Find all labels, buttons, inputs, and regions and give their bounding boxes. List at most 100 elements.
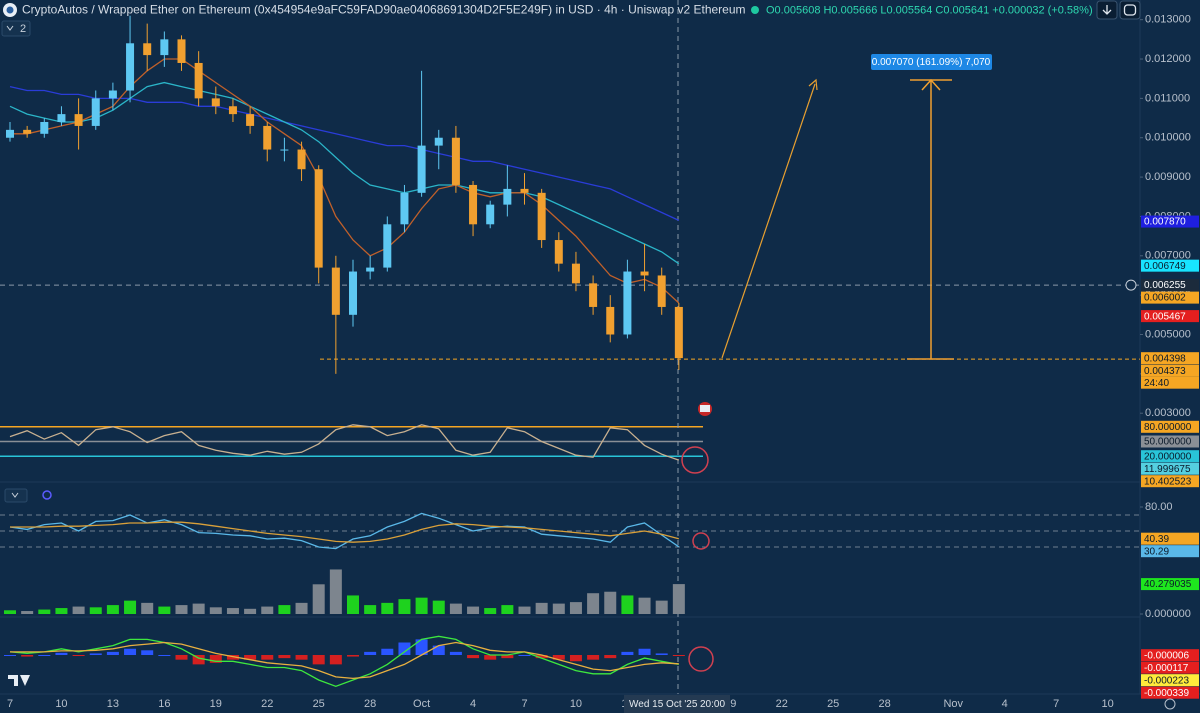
price-badge xyxy=(1141,259,1199,272)
macd-histogram-bar xyxy=(4,655,16,656)
candle-body xyxy=(503,188,512,205)
candle-body xyxy=(194,62,203,99)
volume-bar xyxy=(432,600,445,614)
candle-body xyxy=(91,98,100,126)
x-tick-label: Nov xyxy=(943,698,963,710)
candle-body xyxy=(177,39,186,63)
y-tick-label: 0.000000 xyxy=(1145,608,1191,620)
macd-histogram-bar xyxy=(535,655,548,659)
volume-bar xyxy=(72,606,85,614)
macd-histogram-bar xyxy=(347,655,359,657)
x-tick-label: 10 xyxy=(55,698,67,710)
macd-histogram-bar xyxy=(141,650,154,655)
x-tick-label: 28 xyxy=(364,698,376,710)
y-tick-label: 0.013000 xyxy=(1145,14,1191,26)
x-tick-label: 22 xyxy=(261,698,273,710)
price-badge xyxy=(1141,686,1199,699)
x-tick-label: 22 xyxy=(776,698,788,710)
countdown-badge xyxy=(1141,376,1199,389)
indicators-toggle[interactable] xyxy=(1,20,31,37)
candle-body xyxy=(451,137,460,185)
status-dot xyxy=(751,6,759,14)
pane-settings-icon[interactable] xyxy=(42,490,52,500)
price-badge xyxy=(1141,649,1199,662)
macd-histogram-bar xyxy=(278,655,291,659)
macd-histogram-bar xyxy=(604,655,617,659)
symbol-title: CryptoAutos / Wrapped Ether on Ethereum … xyxy=(22,3,746,17)
macd-histogram-bar xyxy=(672,655,685,656)
candle-body xyxy=(211,98,220,107)
macd-histogram-bar xyxy=(621,651,634,655)
candle-body xyxy=(40,121,49,134)
price-badge xyxy=(1141,215,1199,228)
price-badge-label: 30.29 xyxy=(1144,546,1169,557)
volume-bar xyxy=(38,609,51,614)
macd-histogram-bar xyxy=(21,655,34,657)
candle-body xyxy=(554,240,563,264)
macd-histogram-bar xyxy=(449,651,462,655)
candle-body xyxy=(349,271,357,315)
macd-histogram-bar xyxy=(415,639,428,655)
indicator-line xyxy=(10,58,680,304)
macd-histogram-bar xyxy=(329,655,342,665)
candle-body xyxy=(520,188,529,193)
price-badge-label: 0.006002 xyxy=(1144,293,1186,304)
price-badge xyxy=(1141,352,1199,365)
volume-bar xyxy=(449,603,462,614)
macd-histogram-bar xyxy=(655,653,668,655)
symbol-icon-inner xyxy=(6,6,14,14)
candle-body xyxy=(74,114,83,126)
x-tick-label: Oct xyxy=(413,698,430,710)
price-badge xyxy=(1141,420,1199,433)
price-badge-label: 0.004373 xyxy=(1144,366,1186,377)
macd-histogram-bar xyxy=(587,655,600,660)
indicator-line xyxy=(10,641,679,680)
price-badge-label: 0.007870 xyxy=(1144,217,1186,228)
signal-circle xyxy=(692,532,710,550)
x-tick-label: 16 xyxy=(158,698,170,710)
x-tick-label: 10 xyxy=(570,698,582,710)
price-badge xyxy=(1141,578,1199,591)
candle-body xyxy=(280,149,289,151)
x-tick-label: 7 xyxy=(1053,698,1059,710)
indicator-count: 2 xyxy=(20,23,26,35)
candle-body xyxy=(108,90,117,99)
indicator-line xyxy=(9,424,680,461)
candle-body xyxy=(331,267,340,315)
macd-histogram-bar xyxy=(432,645,445,655)
candle-body xyxy=(228,106,237,115)
price-badge-label: 0.006255 xyxy=(1144,280,1186,291)
volume-bar xyxy=(535,602,548,614)
volume-bar xyxy=(226,608,239,614)
volume-bar xyxy=(672,584,685,614)
volume-bar xyxy=(295,602,308,614)
price-badge-label: 80.000000 xyxy=(1144,422,1192,433)
macd-histogram-bar xyxy=(467,655,480,659)
refresh-button[interactable] xyxy=(1119,0,1141,20)
price-badge-label: -0.000339 xyxy=(1144,688,1189,699)
y-tick-label: 0.009000 xyxy=(1145,171,1191,183)
price-badge-label: 40.279035 xyxy=(1144,579,1192,590)
candle-body xyxy=(297,149,306,170)
x-tick-label: 7 xyxy=(521,698,527,710)
candle-body xyxy=(589,283,598,307)
volume-bar xyxy=(209,607,222,614)
candle-body xyxy=(674,306,683,359)
y-tick-label: 0.005000 xyxy=(1145,328,1191,340)
macd-histogram-bar xyxy=(381,648,394,655)
price-badge xyxy=(1141,310,1199,323)
volume-bar xyxy=(124,600,137,614)
price-badge-label: 0.004398 xyxy=(1144,353,1186,364)
macd-histogram-bar xyxy=(364,651,377,655)
crosshair-add-button[interactable] xyxy=(1125,279,1137,291)
candle-body xyxy=(640,271,649,276)
volume-bar xyxy=(587,593,600,614)
volume-bar xyxy=(347,595,359,614)
indicator-line xyxy=(9,635,679,687)
price-badge xyxy=(1141,364,1199,377)
x-tick-label: 4 xyxy=(470,698,476,710)
ohlc-readout: O0.005608 H0.005666 L0.005564 C0.005641 … xyxy=(766,4,1093,16)
candle-body xyxy=(469,184,478,225)
volume-bar xyxy=(364,605,377,614)
measure-label-box xyxy=(871,54,992,70)
